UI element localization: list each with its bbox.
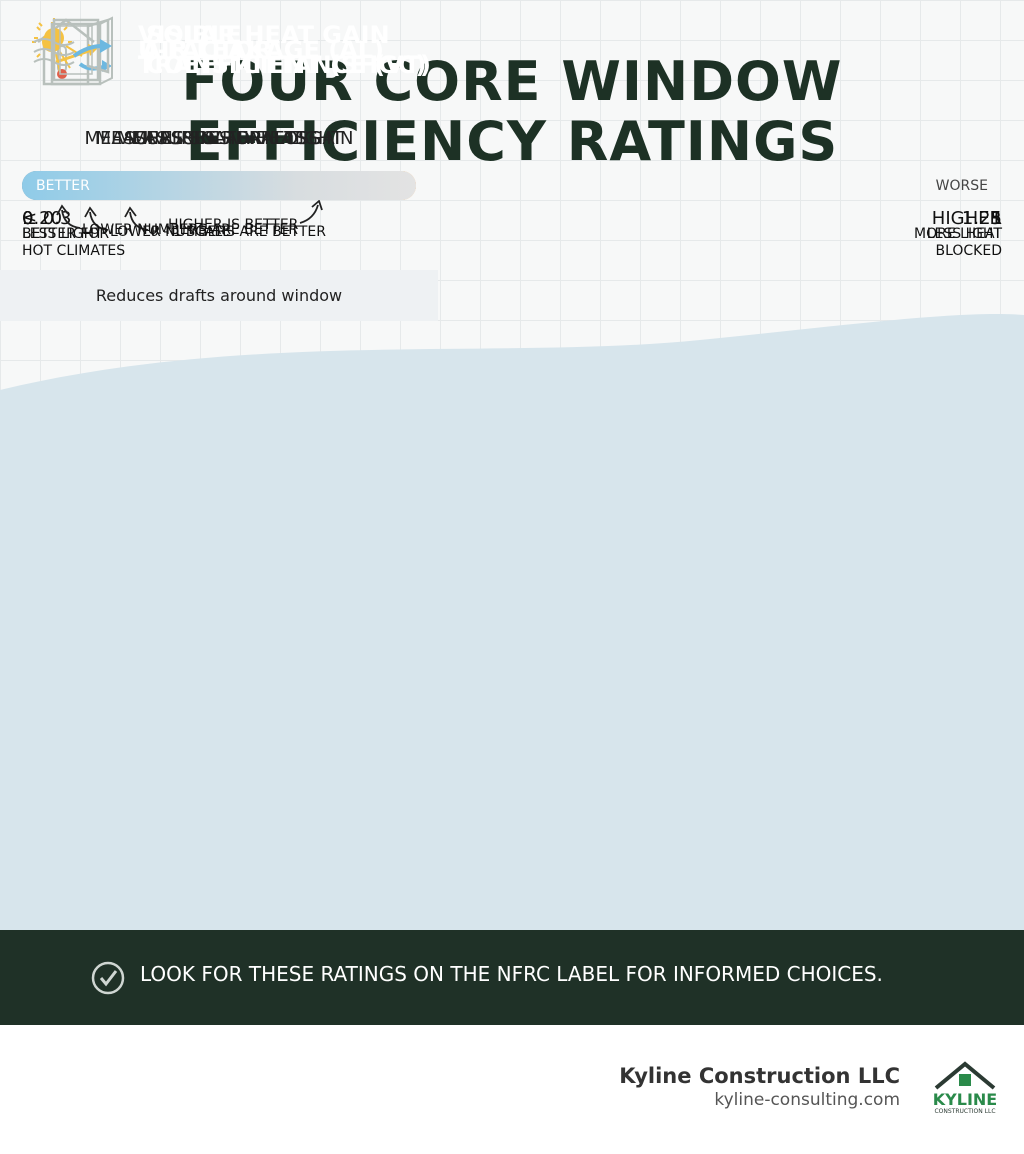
card-title-line: VISIBLE <box>138 21 242 49</box>
high-caption: LESS HEAT BLOCKED <box>927 226 1002 260</box>
bottom-area <box>0 1025 1024 1154</box>
card-title: U-FACTOR <box>138 0 273 100</box>
banner <box>0 930 1024 1025</box>
card-title: AIR LEAKAGE (AL) <box>142 0 384 100</box>
banner-text: LOOK FOR THESE RATINGS ON THE NFRC LABEL… <box>140 962 883 986</box>
bar-right-label: WORSE <box>935 178 988 194</box>
note: LOWER NUMBERS ARE BETTER <box>82 222 298 238</box>
note-arrow <box>56 204 81 229</box>
card-title-line: SOLAR HEAT GAIN <box>146 21 390 49</box>
low-value: 0 <box>22 208 34 229</box>
card-title: SOLAR HEAT GAIN COEFFICIENT (SHGC) <box>146 0 427 100</box>
high-value: HIGHER <box>931 208 1002 229</box>
measure: MEASURES HEAT LOSS <box>117 128 321 149</box>
company-name: Kyline Construction LLC <box>619 1064 900 1088</box>
low-caption: LESS LIGHT <box>22 226 103 243</box>
note: HIGHER IS BETTER <box>168 217 299 233</box>
card-icon <box>33 18 112 82</box>
measure: MEASURES SOLAR HEAT GAIN <box>84 128 354 149</box>
high-value: 1 <box>990 208 1002 229</box>
scale-bar <box>22 171 416 200</box>
note-arrow <box>124 206 149 231</box>
card-footer: Reduces drafts around window <box>0 270 438 321</box>
low-value: 0 <box>22 208 34 229</box>
title: FOUR CORE WINDOW EFFICIENCY RATINGS <box>0 52 1024 172</box>
high-caption: MORE LIGHT <box>914 226 1002 243</box>
measure: MEASURES DRAFTS <box>131 128 307 149</box>
caption-line: BLOCKED <box>935 243 1002 259</box>
title-line: EFFICIENCY RATINGS <box>185 110 839 173</box>
low-value: 0.20 <box>22 208 63 229</box>
logo-text: KYLINE <box>932 1090 998 1109</box>
check-icon <box>91 961 125 995</box>
note: LOWER NUMBERS ARE BETTER <box>110 224 326 240</box>
logo-house <box>934 1061 996 1090</box>
low-caption: BETTER FOR HOT CLIMATES <box>22 226 125 260</box>
company-url: kyline-consulting.com <box>714 1090 900 1110</box>
caption-line: BETTER FOR <box>22 226 110 242</box>
card-title: VISIBLE TRANSMITTANCE (VT) <box>138 0 431 100</box>
title-line: FOUR CORE WINDOW <box>181 50 843 113</box>
high-value: 1.25 <box>961 208 1002 229</box>
note-arrow <box>299 199 323 224</box>
card-title-line: TRANSMITTANCE (VT) <box>138 51 431 79</box>
bar-right-label: WORSE <box>935 178 988 194</box>
low-value: ≤ 0.3 <box>22 208 72 229</box>
card-title-line: COEFFICIENT (SHGC) <box>146 51 427 79</box>
bar-left-label: BETTER <box>36 178 90 194</box>
note: 0 - 1 SCALE <box>150 224 232 240</box>
note-arrow <box>84 206 109 231</box>
card-title-line: U-FACTOR <box>138 36 273 64</box>
card-title-line: AIR LEAKAGE (AL) <box>142 36 385 64</box>
caption-line: LESS LIGHT <box>22 226 103 242</box>
measure: MEASURES NATURAL LIGHT <box>95 128 343 149</box>
caption-line: HOT CLIMATES <box>22 243 126 259</box>
high-value: 1 <box>990 208 1002 229</box>
caption-line: MORE LIGHT <box>914 226 1002 242</box>
caption-line: LESS HEAT <box>926 226 1002 242</box>
logo-subtext: CONSTRUCTION LLC <box>934 1108 996 1115</box>
